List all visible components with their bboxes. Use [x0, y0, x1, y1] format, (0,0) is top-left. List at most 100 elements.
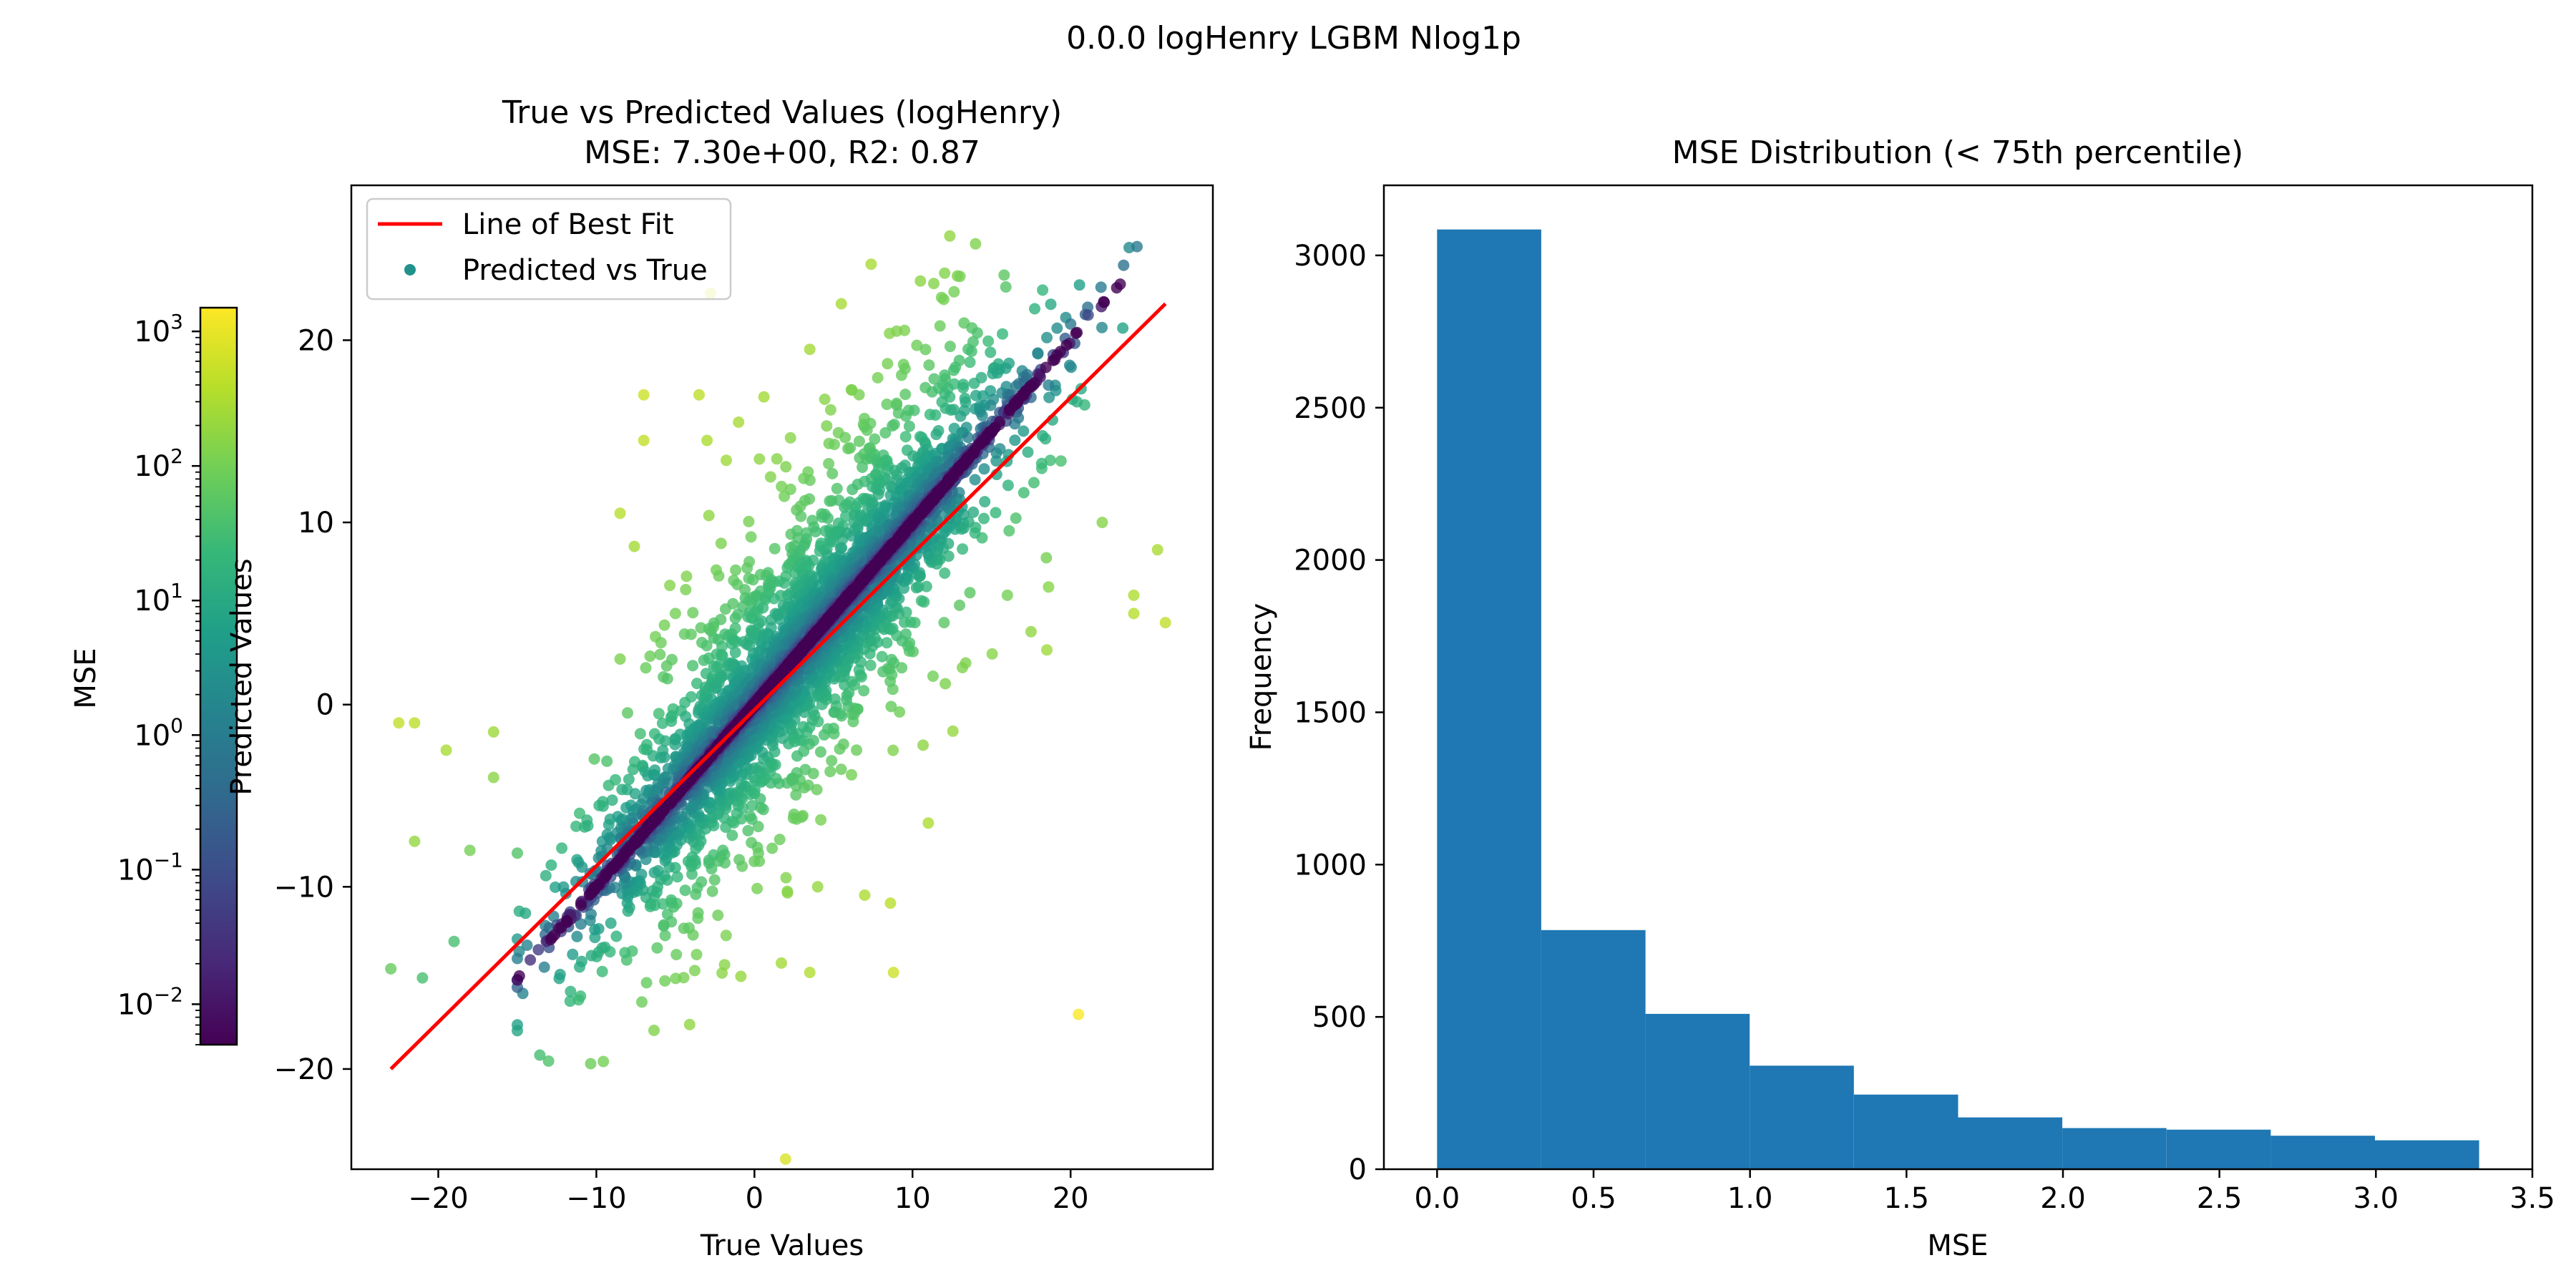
scatter-point	[735, 970, 747, 982]
scatter-point	[487, 771, 499, 784]
scatter-point	[1128, 608, 1140, 620]
scatter-point	[872, 371, 884, 384]
scatter-point	[644, 650, 656, 662]
scatter-point	[662, 777, 674, 789]
scatter-point	[659, 930, 671, 942]
scatter-point	[680, 570, 693, 582]
scatter-point	[687, 660, 699, 672]
scatter-point	[653, 708, 665, 720]
scatter-point	[1043, 581, 1055, 593]
scatter-point	[718, 959, 731, 971]
scatter-point	[788, 809, 800, 820]
scatter-point	[1041, 644, 1053, 656]
scatter-point	[815, 814, 827, 826]
scatter-point	[881, 399, 893, 410]
scatter-point	[638, 434, 650, 447]
scatter-point	[1002, 479, 1014, 492]
scatter-point	[720, 821, 732, 833]
scatter-point	[1096, 321, 1108, 333]
scatter-point	[575, 899, 587, 912]
scatter-point	[791, 750, 803, 762]
scatter-point	[393, 717, 405, 729]
scatter-point	[629, 788, 641, 800]
scatter-point	[648, 867, 660, 879]
scatter-point	[654, 648, 666, 660]
scatter-point	[836, 533, 849, 545]
scatter-point	[858, 685, 870, 697]
scatter-point	[829, 693, 841, 705]
scatter-point	[853, 389, 865, 401]
scatter-point	[727, 597, 739, 610]
scatter-point	[751, 882, 763, 894]
scatter-point	[659, 975, 671, 987]
scatter-point	[669, 608, 681, 620]
scatter-point	[899, 389, 912, 401]
scatter-point	[743, 515, 755, 527]
scatter-point	[688, 965, 701, 977]
scatter-point	[1025, 625, 1037, 638]
scatter-point	[622, 707, 633, 719]
scatter-point	[831, 482, 843, 494]
scatter-point	[658, 919, 670, 931]
scatter-point	[780, 461, 792, 473]
scatter-point	[669, 738, 681, 751]
scatter-point	[944, 391, 956, 403]
scatter-point	[997, 328, 1008, 340]
scatter-point	[1043, 379, 1055, 391]
scatter-point	[821, 723, 834, 735]
scatter-point	[922, 817, 935, 829]
scatter-point	[623, 774, 635, 786]
scatter-point	[640, 662, 652, 674]
scatter-point	[994, 443, 1006, 455]
scatter-point	[964, 587, 976, 599]
scatter-point	[538, 961, 550, 973]
scatter-point	[824, 766, 836, 778]
scatter-point	[920, 580, 932, 592]
scatter-point	[658, 619, 670, 631]
scatter-point	[1082, 309, 1094, 321]
scatter-point	[998, 269, 1010, 281]
scatter-point	[685, 628, 697, 640]
scatter-point	[1043, 391, 1055, 404]
scatter-point	[661, 673, 673, 685]
scatter-point	[804, 967, 816, 978]
scatter-point	[635, 869, 648, 880]
scatter-point	[729, 612, 741, 624]
scatter-point	[829, 439, 840, 451]
scatter-point	[534, 1049, 546, 1061]
scatter-point	[1035, 457, 1048, 469]
scatter-point	[715, 537, 727, 550]
scatter-point	[978, 512, 990, 525]
scatter-point	[969, 474, 981, 486]
scatter-point	[1009, 434, 1021, 447]
scatter-point	[614, 653, 626, 665]
scatter-point	[1037, 284, 1049, 296]
scatter-point	[686, 691, 697, 703]
scatter-point	[814, 746, 826, 758]
scatter-point	[1018, 425, 1030, 437]
scatter-point	[1028, 477, 1040, 489]
scatter-point	[1117, 322, 1129, 334]
scatter-point	[628, 540, 640, 552]
scatter-point	[712, 909, 724, 922]
scatter-point	[915, 595, 927, 607]
scatter-point	[713, 659, 725, 671]
scatter-point	[781, 885, 794, 897]
scatter-point	[1029, 303, 1040, 315]
scatter-point	[409, 835, 421, 847]
scatter-point	[784, 483, 796, 495]
scatter-point	[619, 947, 631, 959]
scatter-point	[679, 884, 691, 897]
scatter-point	[899, 616, 910, 628]
scatter-point	[979, 496, 991, 508]
scatter-point	[990, 507, 1002, 519]
scatter-point	[1128, 589, 1140, 601]
scatter-point	[693, 389, 705, 401]
scatter-point	[790, 789, 802, 801]
scatter-point	[448, 935, 460, 947]
scatter-point	[409, 717, 421, 729]
scatter-point	[614, 507, 626, 519]
scatter-point	[967, 447, 979, 459]
scatter-point	[822, 512, 834, 525]
scatter-point	[876, 650, 888, 663]
